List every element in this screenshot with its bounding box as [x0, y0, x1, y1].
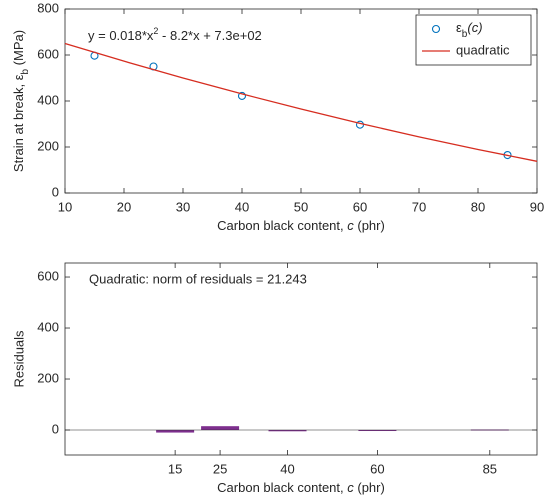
y-tick-label: 400 — [37, 92, 59, 107]
y-tick-label: 400 — [37, 319, 59, 334]
y-axis-label-part: ε — [11, 74, 26, 80]
x-tick-label: 30 — [176, 199, 190, 214]
fit-equation-part: 2 — [153, 26, 158, 36]
x-axis-label-part: c — [347, 480, 354, 495]
x-tick-label: 25 — [213, 461, 227, 476]
x-tick-label: 40 — [280, 461, 294, 476]
y-tick-label: 800 — [37, 0, 59, 15]
fit-equation-part: y = 0.018*x — [88, 28, 154, 43]
x-tick-label: 90 — [530, 199, 544, 214]
legend-box — [415, 14, 532, 66]
legend-label-part: b — [462, 29, 468, 40]
y-tick-label: 200 — [37, 138, 59, 153]
fit-line — [64, 42, 538, 162]
x-tick-label: 60 — [353, 199, 367, 214]
x-axis-label-part: Carbon black content, — [217, 218, 347, 233]
y-axis-label-part: Strain at break, — [11, 80, 26, 172]
legend-label-part: (c) — [467, 20, 482, 35]
fit-equation-part: - 8.2*x + 7.3e+02 — [158, 28, 261, 43]
legend-label: quadratic — [456, 42, 510, 57]
fit-equation: y = 0.018*x2 - 8.2*x + 7.3e+02 — [88, 26, 262, 43]
x-tick-label: 80 — [471, 199, 485, 214]
data-point — [237, 91, 247, 100]
y-axis-label: Strain at break, εb (MPa) — [11, 30, 31, 172]
y-axis-label-part: (MPa) — [11, 30, 26, 69]
x-tick-label: 20 — [117, 199, 131, 214]
legend-swatch — [431, 24, 441, 34]
x-tick-label: 60 — [370, 461, 384, 476]
y-axis-label: Residuals — [11, 330, 26, 388]
y-tick-label: 200 — [37, 370, 59, 385]
bar — [358, 430, 397, 432]
bar — [156, 430, 195, 433]
bar — [201, 426, 240, 431]
x-axis-label: Carbon black content, c (phr) — [217, 218, 385, 233]
y-tick-label: 600 — [37, 268, 59, 283]
y-tick-label: 600 — [37, 46, 59, 61]
x-axis-label-part: (phr) — [354, 218, 385, 233]
x-tick-label: 70 — [412, 199, 426, 214]
annotation: Quadratic: norm of residuals = 21.243 — [89, 271, 307, 286]
y-tick-label: 0 — [52, 421, 59, 436]
x-axis-label-part: c — [347, 218, 354, 233]
y-tick-label: 0 — [52, 184, 59, 199]
legend-label-part: ε — [456, 20, 462, 35]
y-axis-label-part: b — [20, 68, 31, 74]
x-tick-label: 85 — [483, 461, 497, 476]
x-axis-label-part: (phr) — [354, 480, 385, 495]
x-tick-label: 40 — [235, 199, 249, 214]
x-axis-label-part: Carbon black content, — [217, 480, 347, 495]
bar — [268, 430, 307, 432]
x-tick-label: 10 — [58, 199, 72, 214]
x-tick-label: 15 — [168, 461, 182, 476]
axes-box — [64, 262, 538, 456]
legend-label: εb(c) — [456, 20, 483, 40]
x-axis-label: Carbon black content, c (phr) — [217, 480, 385, 495]
x-tick-label: 50 — [294, 199, 308, 214]
